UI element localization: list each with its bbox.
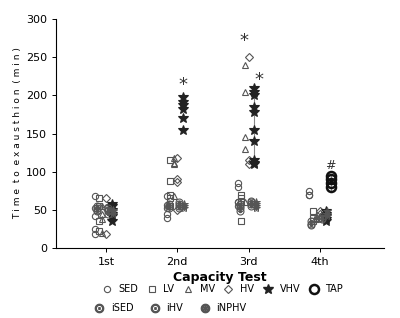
Legend: iSED, iHV, iNPHV: iSED, iHV, iNPHV xyxy=(90,303,246,313)
Legend: SED, LV, MV, HV, VHV, TAP: SED, LV, MV, HV, VHV, TAP xyxy=(97,284,343,294)
X-axis label: Capacity Test: Capacity Test xyxy=(173,271,267,284)
Text: *: * xyxy=(178,76,188,94)
Text: #: # xyxy=(325,159,336,172)
Text: *: * xyxy=(239,31,248,50)
Text: *: * xyxy=(255,71,264,89)
Y-axis label: T i m e  t o  e x a u s t h i o n  ( m i n ): T i m e t o e x a u s t h i o n ( m i n … xyxy=(13,48,22,219)
